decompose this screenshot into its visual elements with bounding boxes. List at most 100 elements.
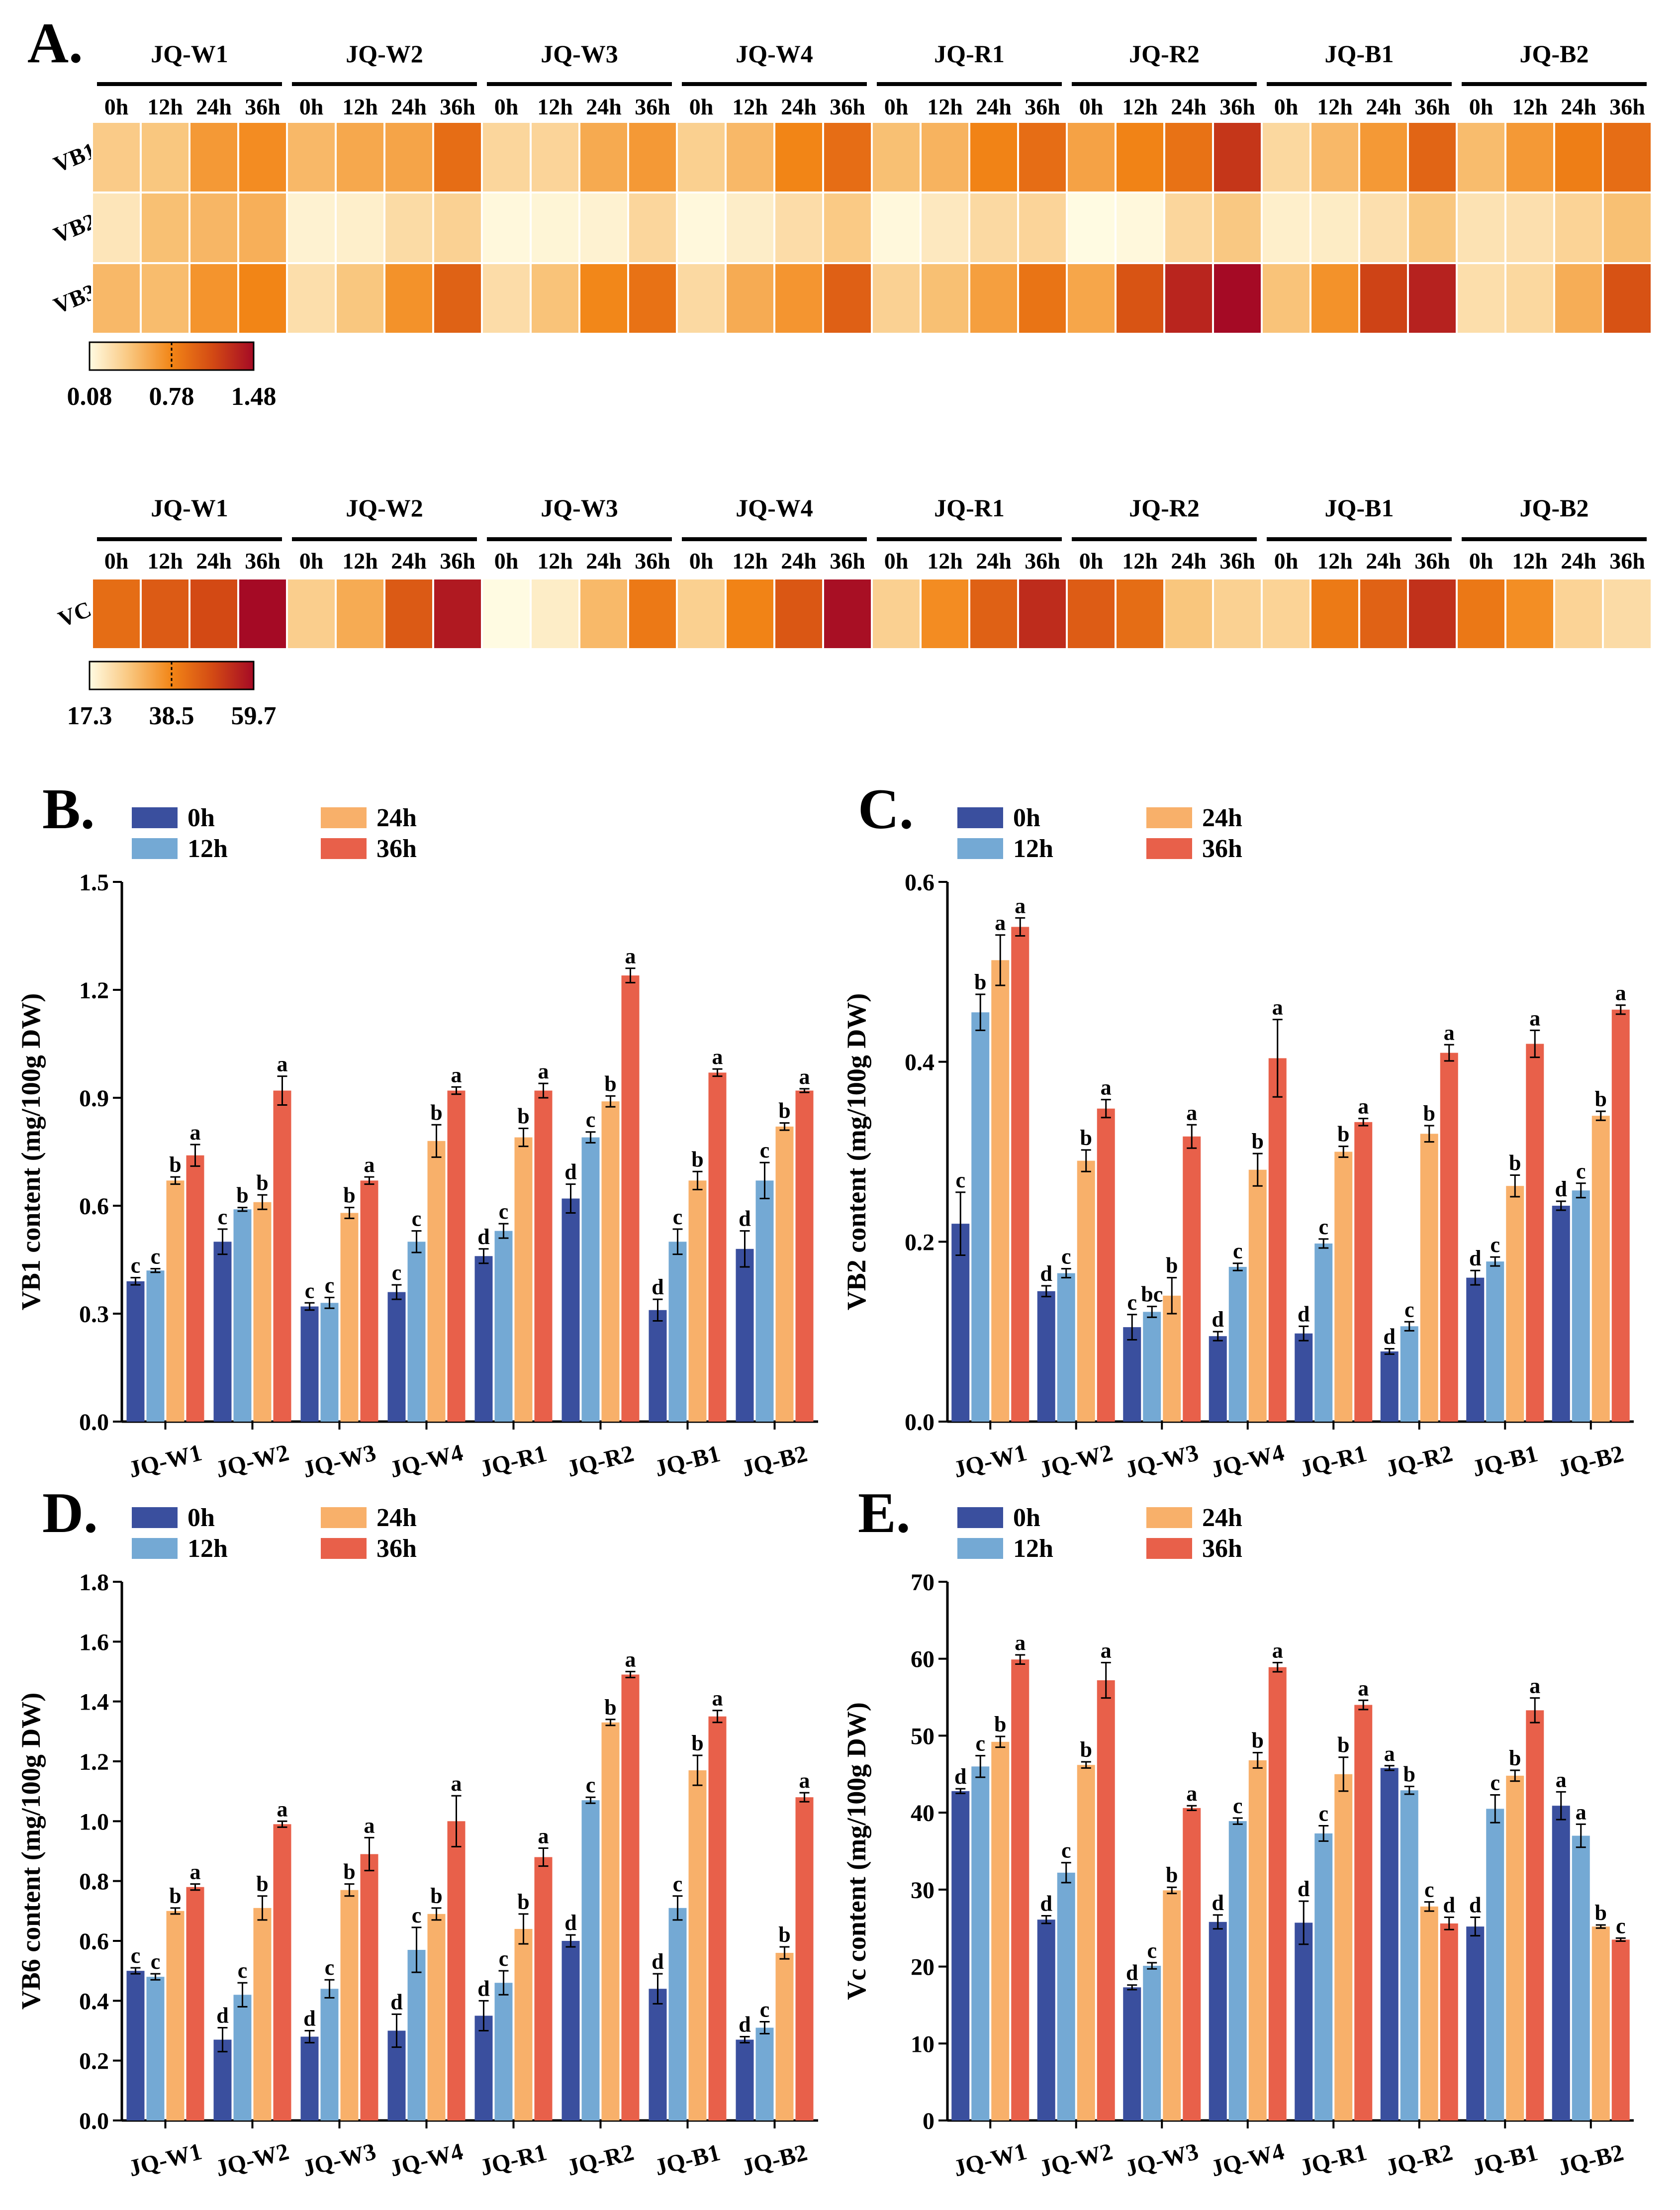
heatmap-cell (1115, 192, 1165, 264)
heatmap-cell (237, 192, 288, 264)
significance-letter: b (691, 1731, 703, 1755)
significance-letter: d (216, 2003, 228, 2027)
bar-0h (736, 2039, 754, 2120)
legend-label: 36h (1202, 1535, 1242, 1563)
legend-label: 36h (376, 835, 417, 863)
significance-letter: c (1061, 1245, 1071, 1269)
significance-letter: c (392, 1260, 402, 1285)
significance-letter: b (1509, 1151, 1521, 1175)
heatmap-time-label: 36h (635, 548, 670, 574)
significance-letter: c (151, 1245, 161, 1269)
significance-letter: a (799, 1064, 810, 1089)
significance-letter: c (218, 1205, 228, 1229)
significance-letter: d (1384, 1325, 1396, 1349)
heatmap-cell (286, 577, 337, 650)
heatmap-cell (286, 192, 337, 264)
significance-letter: b (1337, 1733, 1349, 1757)
heatmap-cell (1553, 577, 1604, 650)
significance-letter: a (451, 1771, 462, 1796)
heatmap-time-label: 0h (689, 548, 714, 574)
heatmap-time-label: 36h (830, 94, 865, 119)
x-tick-label: JQ-B2 (1556, 2139, 1626, 2181)
heatmap-time-label: 24h (586, 548, 622, 574)
legend-label: 12h (187, 835, 228, 863)
y-tick-label: 0.4 (905, 1050, 934, 1076)
significance-letter: c (1404, 1297, 1414, 1322)
significance-letter: b (1337, 1122, 1349, 1147)
bar-36h (1611, 1009, 1630, 1422)
panel-label-b: B. (42, 777, 94, 841)
significance-letter: a (451, 1062, 462, 1087)
significance-letter: b (1252, 1129, 1264, 1153)
heatmap-group-underline (877, 82, 1062, 86)
bar-12h (1572, 1190, 1590, 1422)
heatmap-cell (481, 262, 532, 335)
heatmap-cell (725, 121, 775, 193)
bar-12h (1572, 1835, 1590, 2120)
bar-24h (688, 1180, 707, 1422)
significance-letter: d (1298, 1877, 1309, 1901)
x-tick-label: JQ-R1 (477, 1440, 550, 1482)
significance-letter: b (517, 1104, 529, 1128)
heatmap-cell (432, 577, 483, 650)
bar-0h (561, 1198, 580, 1422)
bar-36h (1354, 1705, 1373, 2120)
bar-36h (1354, 1122, 1373, 1422)
bar-12h (755, 1180, 774, 1422)
heatmap-cell (481, 577, 532, 650)
bar-36h (1440, 1923, 1458, 2120)
significance-letter: a (625, 944, 636, 968)
bar-12h (233, 1209, 252, 1422)
bar-12h (1143, 1966, 1161, 2120)
y-tick-label: 30 (911, 1877, 934, 1904)
heatmap-time-label: 12h (537, 94, 573, 119)
bar-24h (775, 1953, 794, 2120)
heatmap-cell (1212, 577, 1263, 650)
y-tick-label: 0.8 (79, 1869, 109, 1895)
heatmap-group-underline (487, 82, 672, 86)
significance-letter: b (1595, 1087, 1607, 1111)
bar-24h (427, 1141, 446, 1422)
bar-12h (1486, 1261, 1504, 1422)
heatmap-time-label: 12h (732, 94, 768, 119)
heatmap-cell (578, 192, 629, 264)
heatmap-cell (188, 192, 239, 264)
heatmap-time-label: 36h (1219, 548, 1255, 574)
significance-letter: c (1576, 1159, 1586, 1183)
significance-letter: b (236, 1183, 248, 1208)
heatmap-time-label: 36h (1609, 548, 1645, 574)
heatmap-group-underline (877, 537, 1062, 541)
significance-letter: b (1423, 1101, 1435, 1126)
significance-letter: a (1529, 1006, 1540, 1030)
bar-24h (991, 960, 1010, 1422)
x-tick-label: JQ-W4 (1209, 2138, 1287, 2182)
significance-letter: c (1318, 1215, 1328, 1239)
significance-letter: b (256, 1170, 268, 1195)
bar-36h (1011, 1659, 1029, 2120)
bar-0h (1466, 1926, 1485, 2120)
significance-letter: b (974, 970, 986, 994)
heatmap-cell (1504, 192, 1555, 264)
heatmap-group-underline (292, 537, 477, 541)
heatmap-cell (627, 192, 678, 264)
heatmap-group-label: JQ-W4 (736, 494, 813, 522)
bar-0h (1037, 1920, 1055, 2120)
significance-letter: d (1469, 1246, 1481, 1270)
bar-12h (668, 1908, 687, 2120)
bar-0h (474, 2016, 493, 2120)
y-tick-label: 0.0 (79, 2108, 109, 2134)
heatmap-cell (920, 121, 970, 193)
significance-letter: b (1166, 1863, 1178, 1887)
heatmap-time-label: 36h (1219, 94, 1255, 119)
significance-letter: a (277, 1797, 288, 1821)
bar-0h (951, 1224, 970, 1422)
bar-0h (649, 1989, 667, 2120)
bar-12h (146, 1977, 165, 2120)
significance-letter: d (739, 2013, 750, 2037)
significance-letter: b (1080, 1126, 1092, 1150)
heatmap-group-label: JQ-R2 (1129, 40, 1200, 68)
bar-12h (1057, 1872, 1075, 2120)
heatmap-cell (188, 262, 239, 335)
y-axis-title: VB1 content (mg/100g DW) (16, 993, 46, 1310)
